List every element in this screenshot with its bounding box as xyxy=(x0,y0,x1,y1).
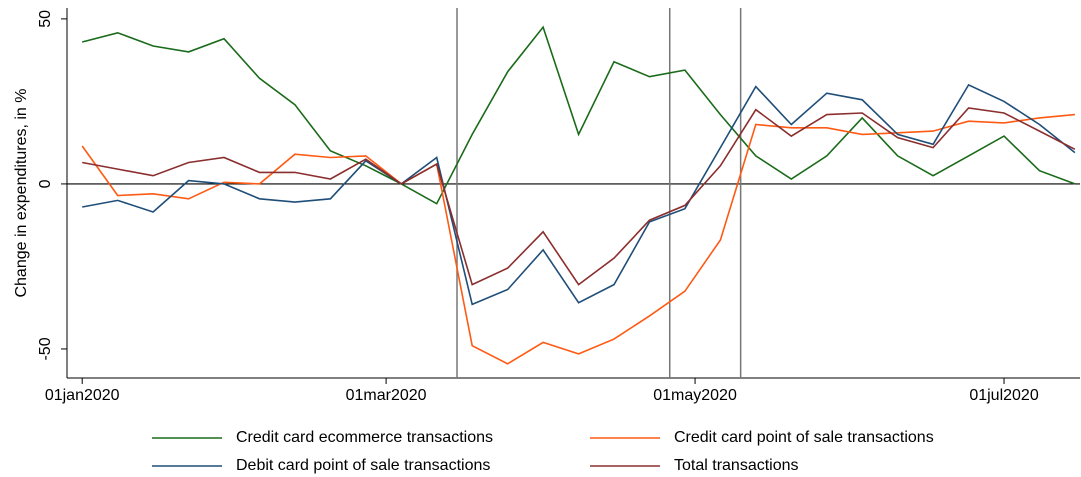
legend-label: Credit card ecommerce transactions xyxy=(236,429,493,446)
legend-label: Debit card point of sale transactions xyxy=(236,457,490,474)
legend-label: Credit card point of sale transactions xyxy=(674,429,934,446)
x-tick-label: 01jan2020 xyxy=(45,387,120,404)
y-tick-label: 0 xyxy=(37,179,54,188)
y-tick-label: 50 xyxy=(37,10,54,28)
legend-label: Total transactions xyxy=(674,457,799,474)
series-line xyxy=(82,107,1076,286)
series-line xyxy=(82,83,1076,306)
series-line xyxy=(81,113,1075,365)
y-axis-label: Change in expenditures, in % xyxy=(13,88,30,297)
series-line xyxy=(81,25,1076,205)
x-tick-label: 01jul2020 xyxy=(969,387,1039,404)
y-tick-label: -50 xyxy=(37,337,54,360)
x-tick-label: 01mar2020 xyxy=(346,387,427,404)
x-tick-label: 01may2020 xyxy=(653,387,737,404)
